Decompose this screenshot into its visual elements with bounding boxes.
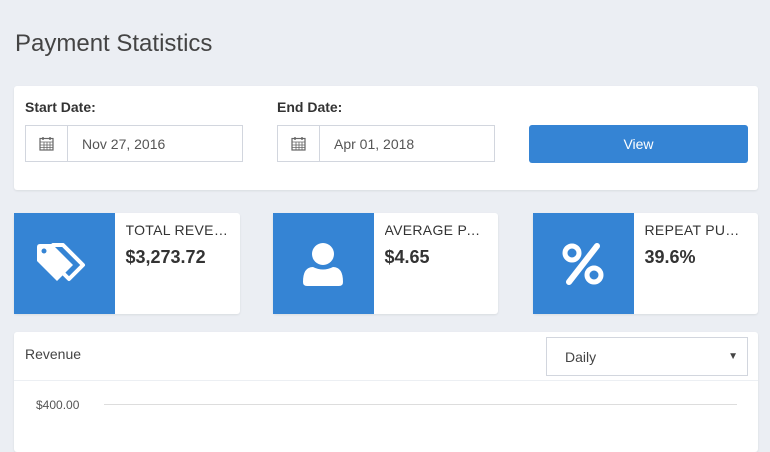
user-icon — [273, 213, 374, 314]
stat-card-total-revenue: TOTAL REVENUE $3,273.72 — [14, 213, 240, 314]
gridline — [104, 404, 737, 405]
stat-value: 39.6% — [644, 247, 696, 267]
chevron-down-icon: ▼ — [728, 351, 738, 362]
view-button[interactable]: View — [529, 125, 748, 163]
stat-value: $3,273.72 — [125, 247, 206, 267]
calendar-icon — [26, 126, 68, 161]
period-select-value: Daily — [565, 348, 597, 365]
calendar-icon — [278, 126, 320, 161]
period-select[interactable]: Daily ▼ — [546, 337, 748, 376]
stat-card-average-payment: AVERAGE PAYMENT $4.65 — [273, 213, 498, 314]
chart-title: Revenue — [25, 346, 82, 362]
start-date-input[interactable]: Nov 27, 2016 — [25, 125, 243, 162]
y-axis-tick: $400.00 — [36, 398, 80, 412]
stat-label: REPEAT PURCHASES — [644, 222, 749, 238]
start-date-label: Start Date: — [25, 99, 96, 115]
tags-icon — [14, 213, 115, 314]
stat-value: $4.65 — [384, 247, 430, 267]
end-date-value: Apr 01, 2018 — [334, 135, 415, 152]
page-title: Payment Statistics — [15, 30, 213, 57]
stat-label: AVERAGE PAYMENT — [384, 222, 489, 238]
percent-icon — [533, 213, 634, 314]
end-date-label: End Date: — [277, 99, 343, 115]
stat-label: TOTAL REVENUE — [125, 222, 230, 238]
stat-card-repeat-purchases: REPEAT PURCHASES 39.6% — [533, 213, 758, 314]
end-date-input[interactable]: Apr 01, 2018 — [277, 125, 495, 162]
start-date-value: Nov 27, 2016 — [82, 135, 166, 152]
